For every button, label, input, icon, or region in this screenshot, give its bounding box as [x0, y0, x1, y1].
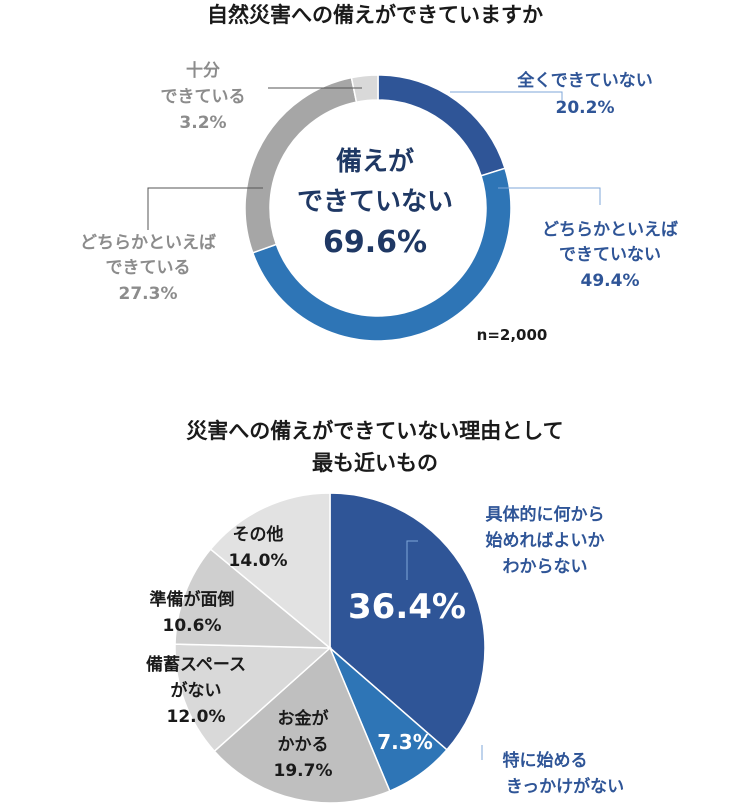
slice-label: できていない [559, 245, 661, 265]
pie-slice-4 [174, 548, 333, 649]
slice-label: 始めればよいか [486, 530, 605, 551]
leader-line-gutaiteki [406, 540, 418, 580]
center-label-line1: 備えが [336, 146, 414, 177]
leader-line-dochira-dekiteiru [147, 187, 263, 230]
donut-chart [244, 74, 512, 342]
chart2-title-line1: 災害への備えができていない理由として [186, 419, 563, 443]
slice-value: 49.4% [581, 271, 640, 291]
slice-value: 10.6% [163, 616, 222, 636]
donut-label-dochira-dekiteiru: どちらかといえば できている 27.3% [80, 233, 216, 304]
slice-label: 具体的に何から [485, 504, 605, 525]
donut-label-zenbu: 全くできていない 20.2% [516, 70, 653, 118]
pie-label-okane: お金が かかる 19.7% [274, 708, 333, 781]
slice-label: 特に始める [503, 750, 588, 771]
slice-value: 27.3% [119, 284, 178, 304]
donut-center-label: 備えが できていない 69.6% [297, 146, 453, 260]
pie-label-bichiku: 備蓄スペース がない 12.0% [146, 654, 246, 727]
chart1-title: 自然災害への備えができていますか [207, 3, 543, 27]
donut-slice-3 [350, 74, 379, 104]
leader-line-zenbu [450, 91, 563, 100]
pie-value-gutaiteki: 36.4% [348, 587, 466, 627]
pie-label-kikkake: 特に始める きっかけがない [503, 750, 625, 797]
slice-label: どちらかといえば [542, 220, 678, 240]
center-label-total: 69.6% [323, 225, 427, 260]
slice-value: 3.2% [179, 113, 226, 133]
pie-slice-2 [213, 646, 391, 804]
slice-label: 備蓄スペース [146, 654, 246, 675]
pie-chart [174, 492, 486, 804]
slice-value: 14.0% [229, 551, 288, 571]
slice-label: 全くできていない [516, 70, 653, 91]
pie-slice-0 [329, 492, 486, 751]
slice-label: お金が [278, 708, 329, 729]
slice-label: 準備が面倒 [150, 589, 235, 610]
slice-label: 十分 [186, 60, 220, 81]
pie-label-mendo: 準備が面倒 10.6% [150, 589, 235, 636]
slice-label: わからない [503, 557, 588, 577]
slice-label: どちらかといえば [80, 233, 216, 253]
pie-label-sonota: その他 14.0% [229, 524, 288, 571]
center-label-line2: できていない [297, 187, 453, 217]
chart2-title-line2: 最も近いもの [312, 451, 438, 475]
slice-label: できている [106, 258, 191, 278]
slice-value: 19.7% [274, 761, 333, 781]
leader-lines [147, 87, 601, 230]
pie-label-gutaiteki: 具体的に何から 始めればよいか わからない [485, 504, 605, 577]
donut-label-jubun: 十分 できている 3.2% [161, 60, 246, 133]
sample-size-note: n=2,000 [477, 326, 548, 344]
slice-label: できている [161, 87, 246, 107]
pie-slice-3 [174, 643, 332, 753]
donut-label-dochira-dekiteinai: どちらかといえば できていない 49.4% [542, 220, 678, 291]
leader-line-dochira-dekiteinai [498, 187, 601, 205]
pie-value-kikkake: 7.3% [377, 730, 432, 754]
slice-label: かかる [278, 735, 329, 755]
slice-value: 20.2% [556, 98, 615, 118]
slice-label: がない [171, 680, 222, 701]
pie-slice-5 [209, 492, 331, 650]
slice-label: きっかけがない [506, 776, 624, 797]
slice-label: その他 [233, 524, 284, 545]
slice-value: 12.0% [167, 707, 226, 727]
